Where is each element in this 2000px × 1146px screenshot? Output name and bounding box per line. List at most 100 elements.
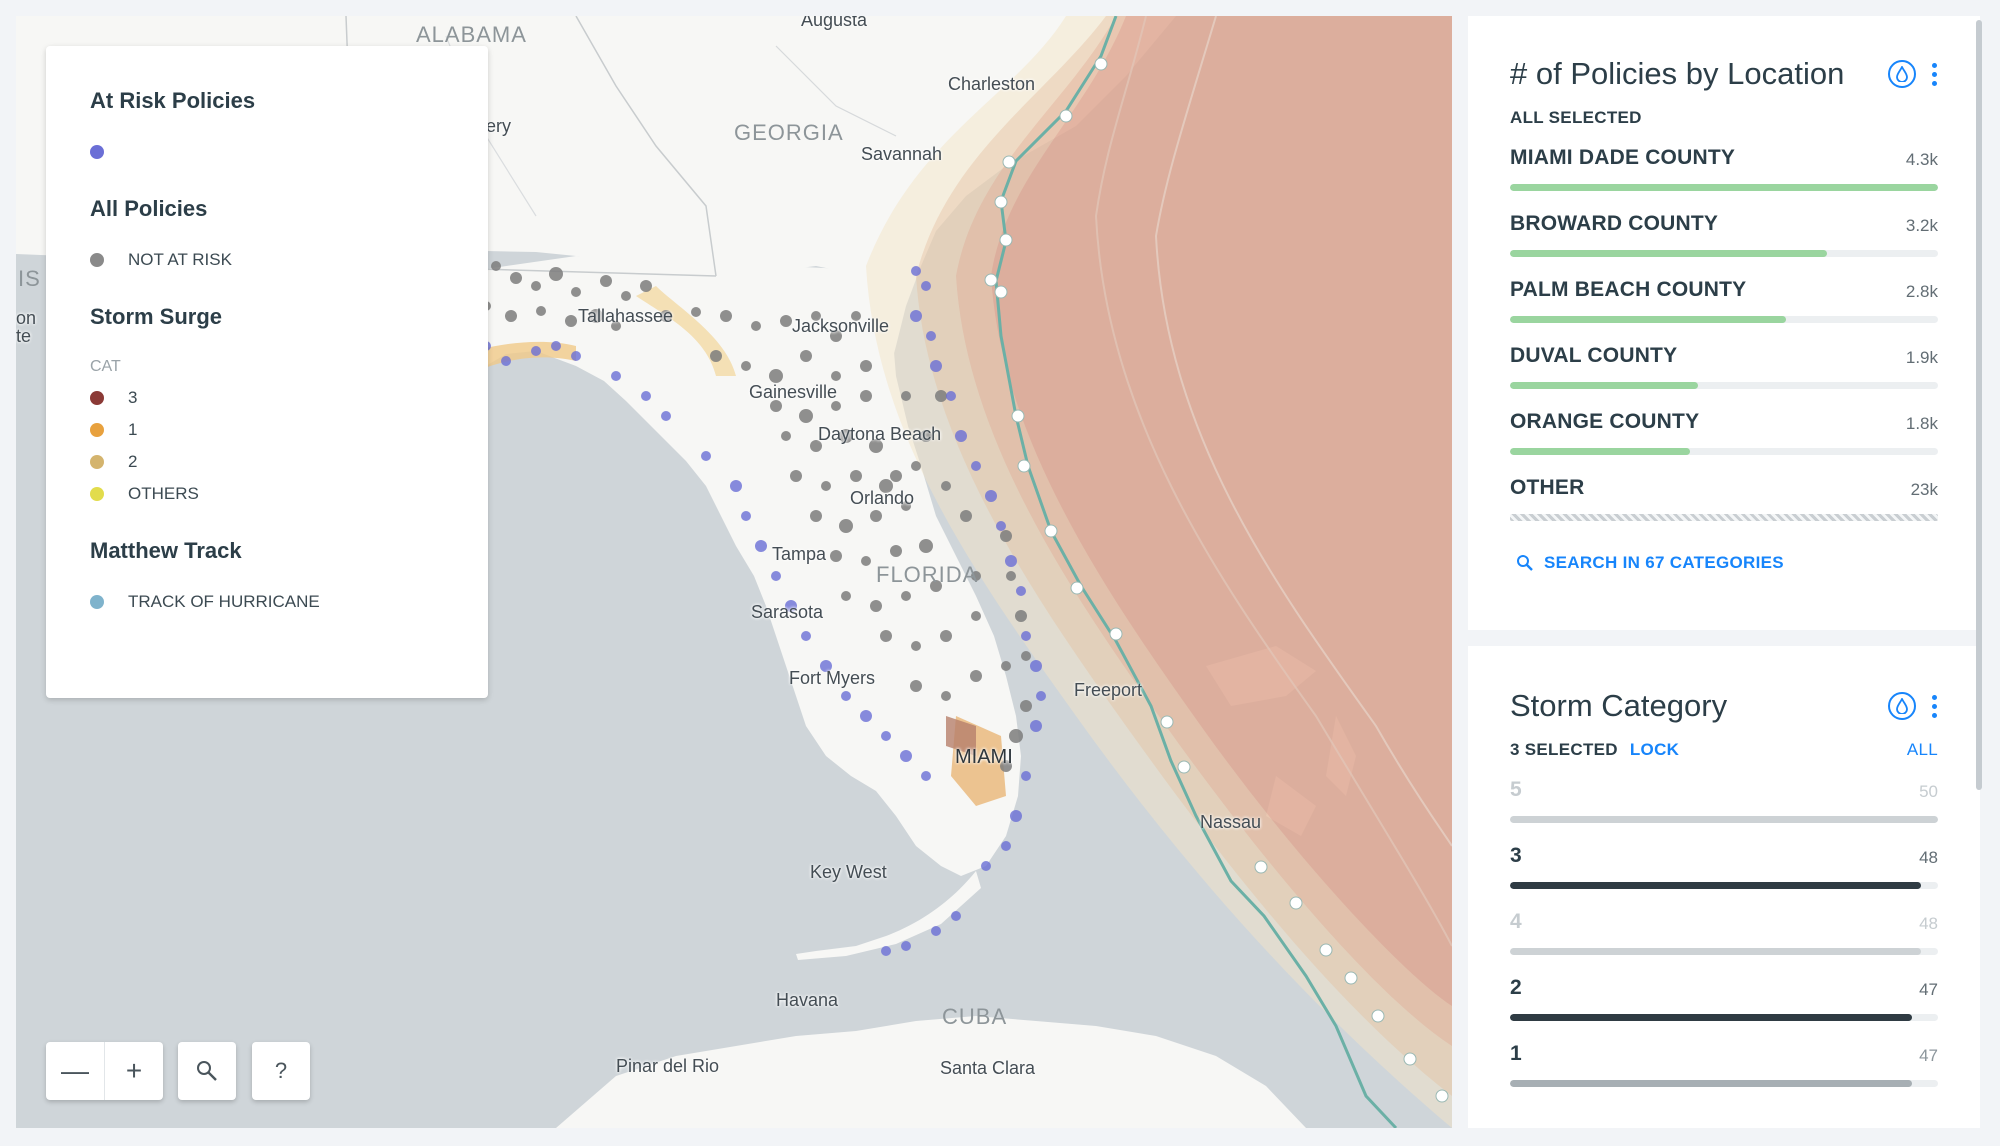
geocoder-control [178, 1042, 236, 1100]
legend-surge-label: 2 [128, 452, 138, 471]
storm-category-row[interactable]: 4 48 [1510, 902, 1938, 968]
legend-surge-label: OTHERS [128, 484, 199, 503]
map-label-charleston: Charleston [948, 74, 1036, 94]
legend-track-label: TRACK OF HURRICANE [128, 592, 320, 611]
droplet-icon [1896, 698, 1908, 714]
legend-at-risk-title: At Risk Policies [90, 88, 256, 113]
map-label-cuba: CUBA [942, 1004, 1008, 1029]
category-value: 2.8k [1905, 282, 1938, 301]
storm-category-list: 5 50 3 48 4 48 2 47 1 47 [1510, 770, 1938, 1100]
category-name: DUVAL COUNTY [1510, 344, 1678, 367]
storm-widget-menu-button[interactable] [1932, 694, 1938, 718]
map-label-alabama: ALABAMA [416, 22, 527, 47]
policies-by-location-widget: # of Policies by Location ALL SELECTED M… [1468, 16, 1980, 630]
storm-category-bar-fill [1510, 882, 1921, 889]
category-name: OTHER [1510, 476, 1585, 499]
more-vertical-icon [1932, 71, 1937, 77]
category-row[interactable]: DUVAL COUNTY 1.9k [1510, 336, 1938, 402]
category-bar-hatched [1510, 514, 1938, 521]
legend-storm-surge-subtitle: CAT [90, 358, 121, 375]
storm-category-row[interactable]: 1 47 [1510, 1034, 1938, 1100]
map-label-pinar: Pinar del Rio [616, 1056, 720, 1076]
lock-button[interactable]: LOCK [1629, 740, 1680, 759]
category-value: 1.8k [1905, 414, 1938, 433]
legend-not-at-risk-swatch [90, 253, 104, 267]
category-bar-track [1510, 448, 1938, 455]
category-bar-fill [1510, 316, 1787, 323]
map-label-edge-ery: ery [486, 116, 512, 136]
category-bar-track [1510, 316, 1938, 323]
storm-category-bar-fill [1510, 1014, 1913, 1021]
map-search-button[interactable] [178, 1042, 236, 1100]
category-row-other[interactable]: OTHER 23k [1510, 468, 1938, 534]
map-label-edge-is: IS [18, 266, 41, 291]
search-categories-label: SEARCH IN 67 CATEGORIES [1544, 553, 1784, 572]
storm-category-value: 48 [1919, 848, 1938, 867]
legend-track-swatch [90, 595, 104, 609]
map-label-miami: MIAMI [955, 746, 1013, 768]
category-value: 1.9k [1905, 348, 1938, 367]
category-name: PALM BEACH COUNTY [1510, 278, 1747, 301]
storm-category-value: 48 [1919, 914, 1938, 933]
category-bar-fill [1510, 382, 1699, 389]
map-canvas[interactable]: ALABAMA GEORGIA FLORIDA CUBA Augusta Cha… [16, 16, 1452, 1128]
more-vertical-icon [1932, 694, 1937, 700]
map-label-edge-te: te [16, 326, 32, 346]
category-bar-track [1510, 382, 1938, 389]
category-bar-track [1510, 184, 1938, 191]
map-label-key-west: Key West [810, 862, 887, 882]
help-button[interactable]: ? [274, 1058, 288, 1083]
map-label-georgia: GEORGIA [734, 120, 844, 145]
storm-category-name: 4 [1510, 910, 1522, 933]
category-row[interactable]: MIAMI DADE COUNTY 4.3k [1510, 138, 1938, 204]
category-value: 23k [1910, 480, 1938, 499]
sidebar-scrollbar[interactable] [1976, 20, 1982, 790]
storm-category-name: 5 [1510, 778, 1522, 801]
map-label-edge-on: on [16, 308, 37, 328]
category-row[interactable]: PALM BEACH COUNTY 2.8k [1510, 270, 1938, 336]
search-icon [197, 1061, 217, 1081]
legend-matthew-track: Matthew Track TRACK OF HURRICANE [90, 538, 444, 618]
help-control: ? [252, 1042, 310, 1100]
storm-category-value: 50 [1919, 782, 1938, 801]
policies-category-list: MIAMI DADE COUNTY 4.3k BROWARD COUNTY 3.2k… [1510, 138, 1938, 534]
map-label-nassau: Nassau [1200, 812, 1262, 832]
legend-all-policies-title: All Policies [90, 196, 208, 221]
map-label-tallahassee: Tallahassee [578, 306, 674, 326]
legend-surge-label: 3 [128, 388, 138, 407]
map-label-gainesville: Gainesville [749, 382, 838, 402]
map-label-santa-clara: Santa Clara [940, 1058, 1036, 1078]
color-by-button[interactable] [1888, 692, 1916, 720]
storm-category-row[interactable]: 2 47 [1510, 968, 1938, 1034]
more-vertical-icon [1932, 62, 1937, 68]
select-all-button[interactable]: ALL [1906, 740, 1938, 759]
legend-surge-swatch [90, 487, 104, 501]
storm-selection-status: 3 SELECTED [1510, 740, 1618, 759]
legend-surge-swatch [90, 455, 104, 469]
legend-storm-surge-title: Storm Surge [90, 304, 223, 329]
category-bar-track [1510, 250, 1938, 257]
storm-category-name: 3 [1510, 844, 1522, 867]
storm-category-bar-track [1510, 1080, 1938, 1087]
widgets-sidebar: # of Policies by Location ALL SELECTED M… [1468, 16, 1980, 1128]
storm-category-row[interactable]: 5 50 [1510, 770, 1938, 836]
storm-category-bar-fill [1510, 816, 1938, 823]
storm-category-row[interactable]: 3 48 [1510, 836, 1938, 902]
category-bar-fill [1510, 448, 1690, 455]
color-by-button[interactable] [1888, 60, 1916, 88]
more-vertical-icon [1932, 703, 1937, 709]
category-name: MIAMI DADE COUNTY [1510, 146, 1736, 169]
zoom-in-button[interactable]: + [104, 1042, 163, 1100]
category-row[interactable]: ORANGE COUNTY 1.8k [1510, 402, 1938, 468]
policies-widget-menu-button[interactable] [1932, 62, 1938, 86]
zoom-control: — + [46, 1042, 163, 1100]
storm-category-bar-track [1510, 948, 1938, 955]
zoom-out-button[interactable]: — [61, 1055, 89, 1086]
search-categories-link[interactable]: SEARCH IN 67 CATEGORIES [1510, 548, 1938, 578]
legend-matthew-title: Matthew Track [90, 538, 242, 563]
storm-category-bar-fill [1510, 1080, 1913, 1087]
category-row[interactable]: BROWARD COUNTY 3.2k [1510, 204, 1938, 270]
more-vertical-icon [1932, 80, 1937, 86]
legend-at-risk: At Risk Policies [90, 88, 444, 168]
map-label-savannah: Savannah [861, 144, 943, 164]
